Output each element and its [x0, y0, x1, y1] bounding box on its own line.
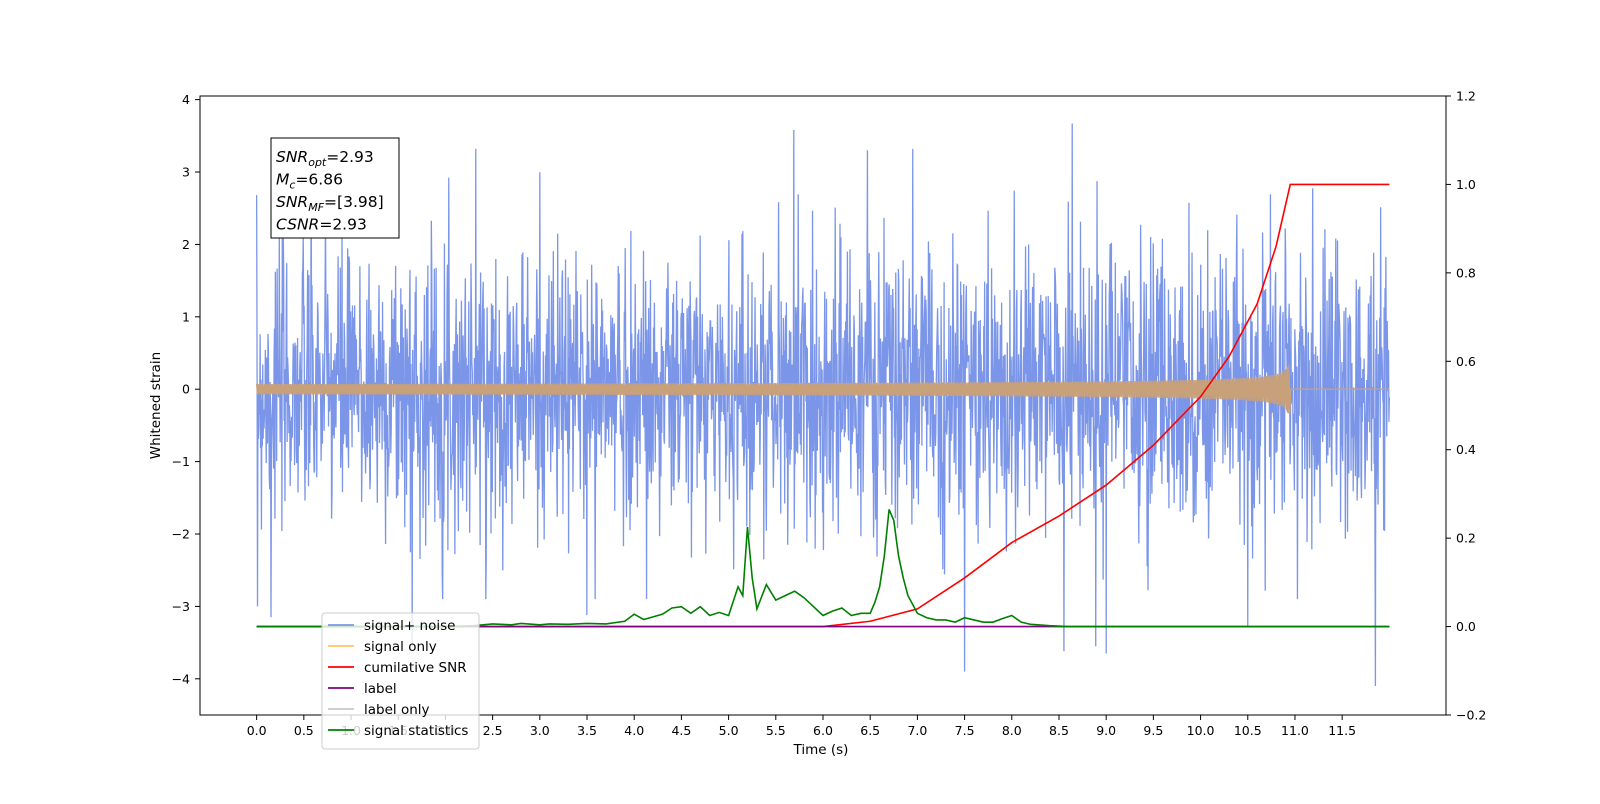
x-tick-label: 11.0: [1281, 723, 1309, 738]
x-tick-label: 2.5: [483, 723, 503, 738]
stats-box: [270, 137, 400, 239]
stats-subscript: opt: [308, 156, 327, 169]
y-tick-label: 0: [182, 382, 190, 397]
stats-subscript: MF: [308, 201, 324, 214]
x-tick-label: 10.0: [1187, 723, 1215, 738]
stats-line: CSNR=2.93: [276, 216, 367, 234]
legend-box: [321, 612, 480, 750]
y2-tick-label: −0.2: [1456, 708, 1486, 723]
legend-label: label only: [364, 702, 430, 718]
x-axis: 0.00.51.01.52.02.53.03.54.04.55.05.56.06…: [247, 715, 1356, 738]
y-tick-label: −4: [172, 671, 190, 686]
y-tick-label: 4: [182, 92, 190, 107]
y2-tick-label: 0.0: [1456, 619, 1476, 634]
y2-tick-label: 1.0: [1456, 177, 1476, 192]
stats-line: SNRMF=[3.98]: [276, 193, 384, 214]
y-tick-label: −3: [172, 599, 190, 614]
stats-symbol: CSNR: [276, 216, 319, 234]
x-tick-label: 8.5: [1049, 723, 1069, 738]
series-signal-noise: [255, 123, 1391, 687]
series-cumulative-snr: [256, 183, 1390, 628]
y-axis-right: 1.2 1.0 0.8 0.6 0.4 0.2 0.0 −0.2: [1446, 89, 1486, 723]
x-tick-label: 0.5: [294, 723, 314, 738]
x-tick-label: 9.5: [1143, 723, 1163, 738]
x-tick-label: 6.5: [860, 723, 880, 738]
x-tick-label: 7.0: [907, 723, 927, 738]
stats-value: =6.86: [295, 171, 343, 189]
stats-value: =2.93: [326, 148, 374, 166]
y-tick-label: −1: [172, 454, 190, 469]
stats-value: =2.93: [319, 216, 367, 234]
x-tick-label: 3.0: [530, 723, 550, 738]
series-signal-statistics: [256, 509, 1390, 628]
y-tick-label: −2: [172, 527, 190, 542]
y2-tick-label: 0.4: [1456, 442, 1476, 457]
stats-subscript: c: [289, 179, 295, 192]
y2-tick-label: 0.6: [1456, 354, 1476, 369]
x-tick-label: 3.5: [577, 723, 597, 738]
legend-label: signal statistics: [364, 723, 468, 739]
x-tick-label: 5.5: [766, 723, 786, 738]
x-tick-label: 8.0: [1002, 723, 1022, 738]
y2-tick-label: 0.2: [1456, 531, 1476, 546]
y2-tick-label: 0.8: [1456, 265, 1476, 280]
x-tick-label: 4.5: [671, 723, 691, 738]
y-tick-label: 3: [182, 165, 190, 180]
x-tick-label: 7.5: [955, 723, 975, 738]
legend-label: cumilative SNR: [364, 660, 467, 676]
x-axis-label: Time (s): [793, 742, 849, 758]
y-axis-label: Whitened strain: [148, 352, 164, 459]
y-tick-label: 1: [182, 309, 190, 324]
stats-line: SNRopt=2.93: [276, 148, 374, 169]
y2-tick-label: 1.2: [1456, 89, 1476, 104]
series-signal-only: [255, 364, 1390, 414]
x-tick-label: 5.0: [719, 723, 739, 738]
x-tick-label: 4.0: [624, 723, 644, 738]
x-tick-label: 6.0: [813, 723, 833, 738]
x-tick-label: 10.5: [1234, 723, 1262, 738]
stats-symbol: SNR: [276, 193, 308, 211]
stats-line: Mc=6.86: [276, 171, 343, 192]
legend-label: signal+ noise: [364, 618, 455, 634]
stats-value: =[3.98]: [324, 193, 384, 211]
x-tick-label: 0.0: [247, 723, 267, 738]
stats-symbol: SNR: [276, 148, 308, 166]
x-tick-label: 9.0: [1096, 723, 1116, 738]
legend: signal+ noise signal only cumilative SNR la…: [321, 612, 480, 750]
legend-label: signal only: [364, 639, 437, 655]
y-tick-label: 2: [182, 237, 190, 252]
legend-label: label: [364, 681, 397, 697]
stats-symbol: M: [276, 171, 289, 189]
x-tick-label: 11.5: [1328, 723, 1356, 738]
y-axis-left: 4 3 2 1 0 −1 −2 −3 −4: [172, 92, 200, 686]
